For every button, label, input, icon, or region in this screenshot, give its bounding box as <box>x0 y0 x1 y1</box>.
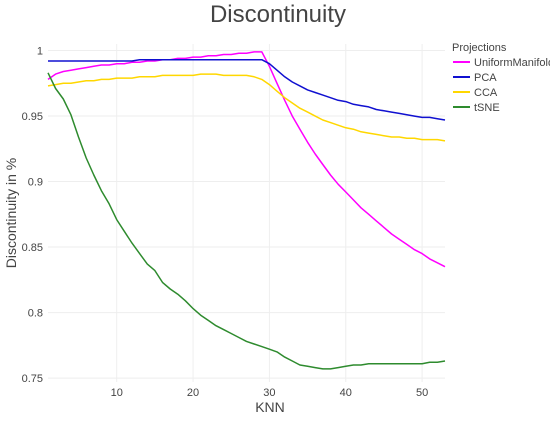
y-tick-label: 0.85 <box>22 242 43 254</box>
legend-label-cca: CCA <box>474 87 498 99</box>
x-tick-label: 50 <box>416 387 428 399</box>
axis-layer: 10 20 30 40 50 0.75 0.8 0.85 0.9 0.95 1 <box>22 46 429 399</box>
legend-items: UniformManifold PCA CCA tSNE <box>453 57 550 114</box>
legend-label-tsne: tSNE <box>474 102 500 114</box>
x-axis-title: KNN <box>255 399 285 415</box>
x-tick-label: 30 <box>263 387 275 399</box>
series-line-uniformmanifold <box>47 51 446 268</box>
y-tick-label: 0.75 <box>22 373 43 385</box>
legend-label-pca: PCA <box>474 72 497 84</box>
x-tick-label: 20 <box>187 387 199 399</box>
grid-layer <box>48 44 445 382</box>
legend-label-uniformmanifold: UniformManifold <box>474 57 550 69</box>
series-line-cca <box>47 73 446 142</box>
y-tick-label: 0.95 <box>22 111 43 123</box>
series-line-tsne <box>47 72 446 370</box>
y-tick-label: 0.8 <box>28 308 43 320</box>
x-tick-label: 10 <box>111 387 123 399</box>
y-tick-label: 0.9 <box>28 177 43 189</box>
legend: Projections UniformManifold PCA CCA tSNE <box>452 42 550 114</box>
y-axis-title: Discontinuity in % <box>3 158 19 269</box>
chart-title: Discontinuity <box>210 1 346 28</box>
x-tick-label: 40 <box>340 387 352 399</box>
series-line-pca <box>48 58 446 121</box>
legend-title: Projections <box>452 42 507 54</box>
y-tick-label: 1 <box>37 46 43 58</box>
series-layer <box>47 51 446 370</box>
